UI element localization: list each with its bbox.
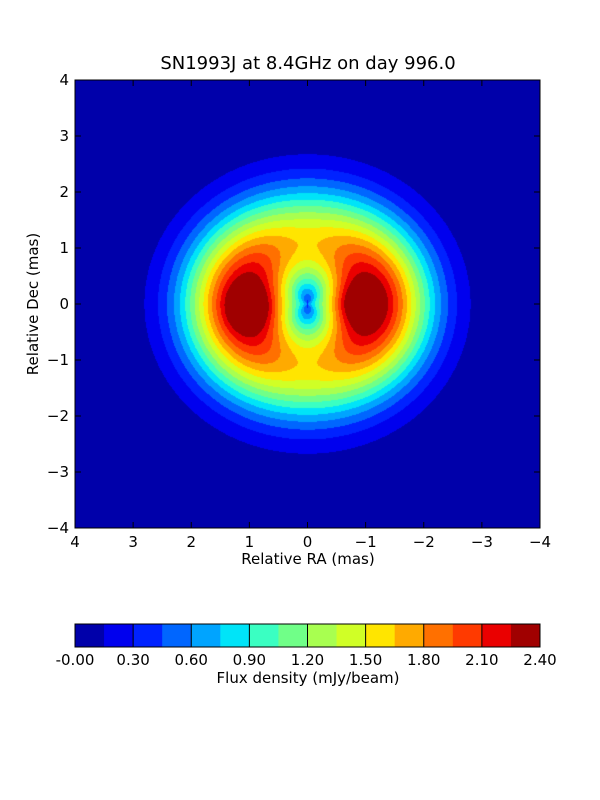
colorbar-tick-label: 1.80 bbox=[407, 651, 440, 669]
colorbar-cell bbox=[162, 624, 192, 647]
colorbar-tick-label: 2.10 bbox=[465, 651, 498, 669]
x-tick-label: 3 bbox=[128, 533, 138, 551]
colorbar-cell bbox=[278, 624, 308, 647]
x-tick-label: −4 bbox=[529, 533, 551, 551]
y-tick-label: 2 bbox=[59, 183, 69, 201]
colorbar-cell bbox=[133, 624, 163, 647]
colorbar-label: Flux density (mJy/beam) bbox=[217, 669, 400, 687]
colorbar-cell bbox=[75, 624, 105, 647]
colorbar-cell bbox=[249, 624, 279, 647]
colorbar-tick-label: 1.50 bbox=[349, 651, 382, 669]
y-tick-label: 4 bbox=[59, 71, 69, 89]
colorbar-cell bbox=[191, 624, 221, 647]
colorbar-tick-label: 0.90 bbox=[233, 651, 266, 669]
x-tick-label: 1 bbox=[245, 533, 255, 551]
y-tick-label: 1 bbox=[59, 239, 69, 257]
x-tick-label: 2 bbox=[186, 533, 196, 551]
colorbar-tick-label: -0.00 bbox=[56, 651, 95, 669]
colorbar-cell bbox=[481, 624, 512, 647]
y-tick-label: 0 bbox=[59, 295, 69, 313]
x-tick-label: −3 bbox=[471, 533, 493, 551]
colorbar-tick-label: 0.60 bbox=[175, 651, 208, 669]
colorbar-ticks: -0.00 0.30 0.60 0.90 1.20 1.50 1.80 2.10 2.40 bbox=[56, 624, 557, 669]
y-axis: −4 −3 −2 −1 0 1 2 3 4 bbox=[47, 71, 540, 537]
x-axis: 4 3 2 1 0 −1 −2 −3 −4 bbox=[70, 80, 551, 551]
x-axis-label: Relative RA (mas) bbox=[241, 550, 374, 568]
colorbar-cells bbox=[75, 624, 541, 647]
contour-plot: 4 3 2 1 0 −1 −2 −3 −4 −4 −3 −2 −1 0 1 2 3 4 bbox=[47, 71, 551, 551]
y-axis-label: Relative Dec (mas) bbox=[24, 233, 42, 375]
y-tick-label: −1 bbox=[47, 351, 69, 369]
x-tick-label: −1 bbox=[355, 533, 377, 551]
y-tick-label: 3 bbox=[59, 127, 69, 145]
x-tick-label: −2 bbox=[413, 533, 435, 551]
colorbar-cell bbox=[307, 624, 338, 647]
colorbar-cell bbox=[220, 624, 250, 647]
y-tick-label: −2 bbox=[47, 407, 69, 425]
colorbar-cell bbox=[336, 624, 367, 647]
colorbar-tick-label: 2.40 bbox=[523, 651, 556, 669]
x-tick-label: 0 bbox=[303, 533, 313, 551]
x-tick-label: 4 bbox=[70, 533, 80, 551]
colorbar-tick-label: 0.30 bbox=[116, 651, 149, 669]
colorbar-cell bbox=[423, 624, 454, 647]
colorbar-cell bbox=[365, 624, 396, 647]
chart-title: SN1993J at 8.4GHz on day 996.0 bbox=[160, 53, 455, 74]
y-tick-label: −4 bbox=[47, 519, 69, 537]
colorbar-cell bbox=[104, 624, 134, 647]
contour-map bbox=[75, 80, 540, 528]
y-tick-label: −3 bbox=[47, 463, 69, 481]
colorbar-cell bbox=[510, 624, 541, 647]
colorbar-cell bbox=[452, 624, 483, 647]
colorbar-tick-label: 1.20 bbox=[291, 651, 324, 669]
colorbar-cell bbox=[394, 624, 425, 647]
colorbar: -0.00 0.30 0.60 0.90 1.20 1.50 1.80 2.10 2.40 bbox=[56, 623, 557, 669]
